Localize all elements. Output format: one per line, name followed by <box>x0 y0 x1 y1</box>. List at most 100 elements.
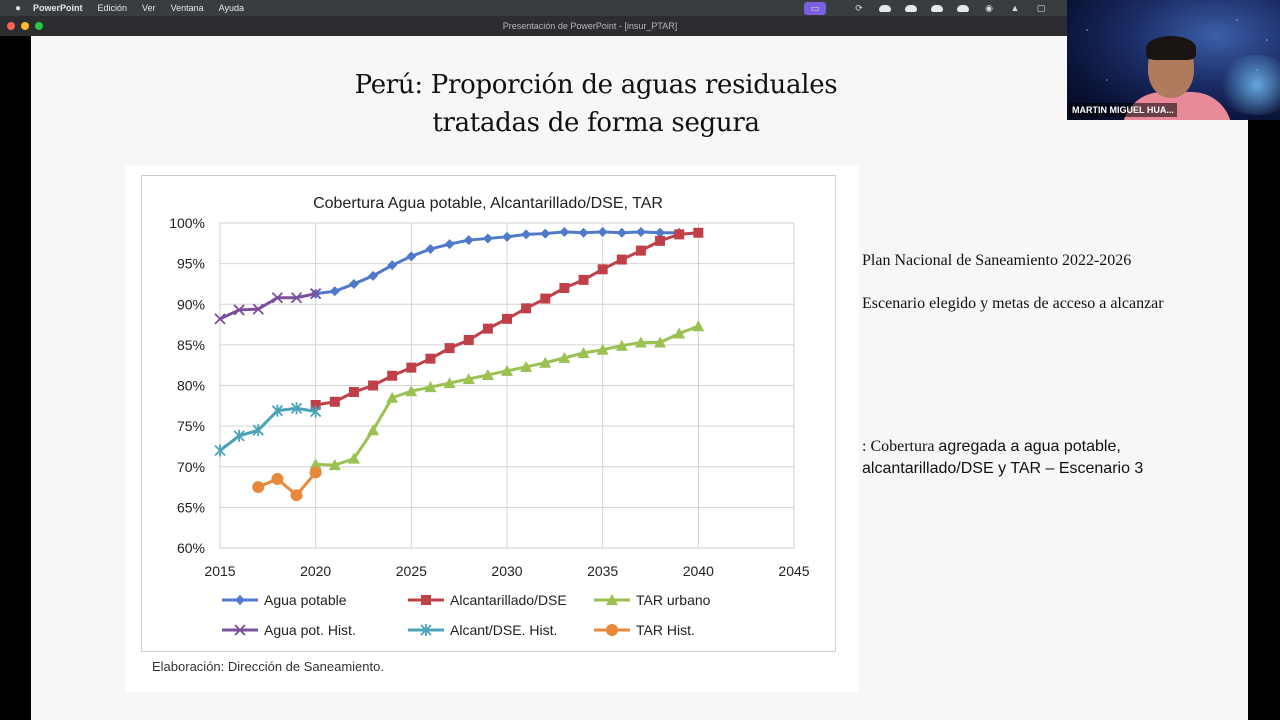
legend-label: Agua potable <box>264 592 347 608</box>
drive-icon[interactable]: ▲ <box>1010 3 1020 13</box>
series-agua-potable <box>310 226 685 299</box>
series-agua-pot-hist- <box>214 288 322 325</box>
data-point <box>520 360 533 372</box>
y-tick-label: 90% <box>177 296 205 312</box>
cloud-icon[interactable] <box>878 3 892 13</box>
y-tick-label: 75% <box>177 418 205 434</box>
data-point <box>635 245 646 256</box>
legend-label: TAR Hist. <box>636 622 695 638</box>
data-point <box>540 228 551 239</box>
legend-label: TAR urbano <box>636 592 711 608</box>
data-point <box>290 292 303 304</box>
data-point <box>443 377 456 389</box>
series-tar-hist- <box>252 466 322 502</box>
data-point <box>214 313 226 325</box>
data-point <box>271 404 284 417</box>
data-point <box>368 380 379 391</box>
plot-area <box>219 222 795 549</box>
x-tick-label: 2045 <box>778 563 809 579</box>
data-point <box>347 452 360 464</box>
data-point <box>387 260 398 271</box>
series-line <box>257 471 317 498</box>
data-point <box>521 303 532 314</box>
chat-icon[interactable]: ▢ <box>1036 2 1046 13</box>
data-point <box>482 233 493 244</box>
data-point <box>406 362 417 373</box>
data-point <box>462 373 475 384</box>
participant-video[interactable]: MARTIN MIGUEL HUA... <box>1067 0 1280 120</box>
data-point <box>521 229 532 240</box>
data-point <box>444 239 455 250</box>
cloud-icon[interactable] <box>930 3 944 13</box>
legend-entry: TAR Hist. <box>594 622 695 638</box>
chart-caption: : Cobertura agregada a agua potable, alc… <box>862 436 1222 480</box>
data-point <box>271 472 284 485</box>
apple-icon[interactable]: ● <box>14 2 22 14</box>
data-point <box>654 336 667 348</box>
data-point <box>271 292 284 304</box>
legend-entry: Alcantarillado/DSE <box>408 592 567 608</box>
chart-figure: 60% 65% 70% 75% 80% 85% 90% 95% 100% 2015 2020 2025… <box>125 166 859 692</box>
slide-title-line-2: tratadas de forma segura <box>432 108 760 138</box>
data-point <box>693 227 704 238</box>
data-point <box>420 624 432 636</box>
x-tick-label: 2020 <box>300 563 331 579</box>
menu-ver[interactable]: Ver <box>142 3 156 13</box>
menu-edicion[interactable]: Edición <box>97 3 128 13</box>
menu-ventana[interactable]: Ventana <box>170 3 204 13</box>
data-point <box>329 396 340 407</box>
data-point <box>577 347 590 358</box>
data-point <box>540 293 551 304</box>
legend-entry: Agua potable <box>222 592 347 608</box>
slide: Perú: Proporción de aguas residuales tra… <box>31 36 1248 720</box>
data-point <box>674 229 685 240</box>
data-point <box>233 304 245 316</box>
caption-prefix: : Cobertura <box>862 438 939 455</box>
app-icon[interactable]: ◉ <box>985 2 993 13</box>
legend-entry: TAR urbano <box>594 592 711 608</box>
participant-name: MARTIN MIGUEL HUA... <box>1069 103 1177 117</box>
y-tick-label: 80% <box>177 378 205 394</box>
x-tick-label: 2040 <box>683 563 714 579</box>
menu-ayuda[interactable]: Ayuda <box>218 3 244 13</box>
data-point <box>616 254 627 265</box>
chart-credit: Elaboración: Dirección de Saneamiento. <box>152 659 384 674</box>
data-point <box>425 244 436 254</box>
y-tick-label: 100% <box>169 215 205 231</box>
data-point <box>502 231 512 242</box>
data-point <box>596 343 609 355</box>
cloud-sync-icon[interactable] <box>956 3 970 13</box>
data-point <box>387 370 398 381</box>
data-point <box>502 313 512 324</box>
sync-icon[interactable]: ⟳ <box>855 2 863 13</box>
screen-share-icon[interactable]: ▭ <box>804 1 826 15</box>
participant-hair <box>1146 36 1196 60</box>
chart-title: Cobertura Agua potable, Alcantarillado/D… <box>313 195 663 212</box>
minimize-window-button[interactable] <box>21 22 29 30</box>
data-point <box>558 351 571 363</box>
y-tick-label: 85% <box>177 337 205 353</box>
data-point <box>655 227 666 238</box>
data-point <box>235 595 245 605</box>
series-line <box>219 406 316 452</box>
menu-app-powerpoint[interactable]: PowerPoint <box>33 3 83 13</box>
data-point <box>348 278 359 289</box>
cloud-icon[interactable] <box>904 3 918 13</box>
legend-label: Agua pot. Hist. <box>264 622 356 638</box>
slide-title: Perú: Proporción de aguas residuales tra… <box>31 66 1161 142</box>
legend-entry: Agua pot. Hist. <box>222 622 356 638</box>
data-point <box>501 364 513 376</box>
data-point <box>463 335 474 345</box>
data-point <box>421 595 431 605</box>
x-tick-label: 2035 <box>587 563 618 579</box>
zoom-window-button[interactable] <box>35 22 43 30</box>
video-background-glow <box>1217 55 1280 115</box>
y-tick-label: 70% <box>177 459 205 475</box>
legend-label: Alcantarillado/DSE <box>450 592 567 608</box>
data-point <box>482 323 493 334</box>
data-point <box>252 303 264 315</box>
close-window-button[interactable] <box>7 22 15 30</box>
data-point <box>559 283 570 293</box>
data-point <box>692 320 705 332</box>
data-point <box>310 288 322 300</box>
